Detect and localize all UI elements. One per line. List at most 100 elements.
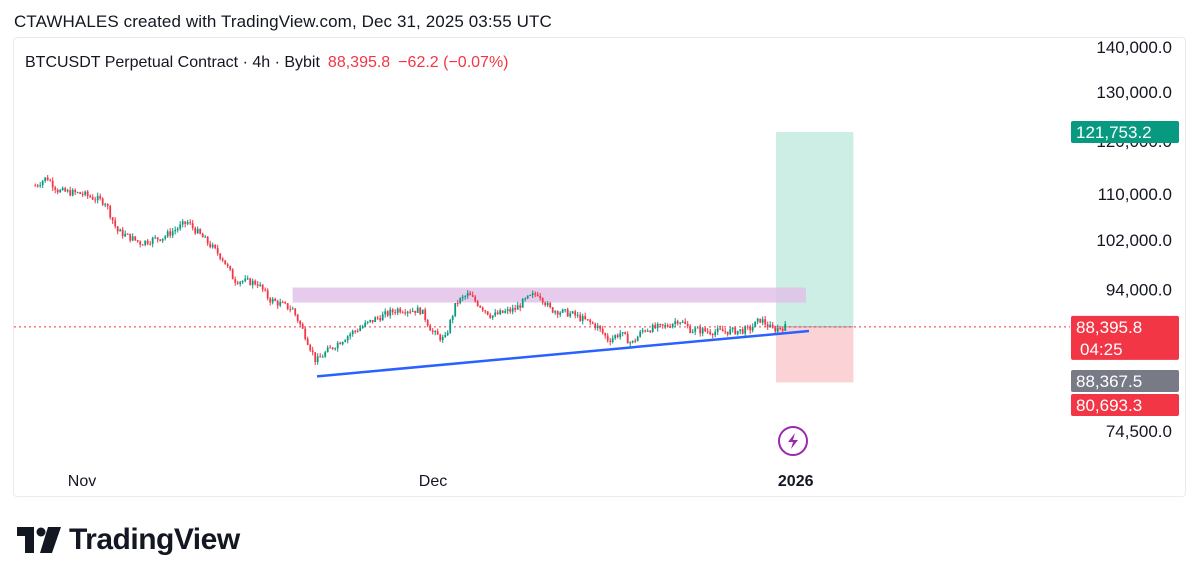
- candle-body: [596, 325, 599, 329]
- countdown-label: 04:25: [1080, 340, 1123, 359]
- candle-body: [374, 317, 377, 322]
- candle-body: [326, 347, 329, 353]
- price-tag: [1071, 315, 1179, 360]
- candle-body: [141, 244, 144, 246]
- candle-body: [114, 220, 117, 227]
- candle-body: [296, 314, 299, 321]
- candle-body: [691, 331, 694, 333]
- candle-body: [159, 239, 162, 241]
- candle-body: [56, 189, 59, 193]
- candle-body: [169, 231, 172, 236]
- candle-body: [744, 326, 747, 334]
- candle-body: [324, 352, 327, 357]
- candle-body: [134, 236, 137, 241]
- candle-body: [686, 323, 689, 327]
- candle-body: [669, 326, 672, 328]
- candle-body: [479, 305, 482, 308]
- candle-body: [759, 318, 762, 323]
- candle-body: [459, 298, 462, 304]
- candle-body: [696, 327, 699, 329]
- candle-body: [436, 331, 439, 335]
- candle-body: [181, 221, 184, 225]
- candle-body: [351, 330, 354, 335]
- candle-body: [529, 295, 532, 297]
- candle-body: [461, 296, 464, 299]
- price-axis-tick: 102,000.0: [1096, 231, 1172, 250]
- candle-body: [424, 309, 427, 320]
- candle-body: [381, 314, 384, 321]
- candle-body: [471, 295, 474, 297]
- candle-body: [371, 319, 374, 322]
- candle-body: [711, 334, 714, 336]
- price-tag: [1071, 370, 1179, 392]
- candle-body: [564, 309, 567, 311]
- candle-body: [441, 337, 444, 341]
- time-axis-tick: 2026: [778, 473, 814, 490]
- candle-body: [684, 321, 687, 324]
- candle-body: [384, 311, 387, 315]
- candle-body: [659, 323, 662, 325]
- candle-body: [346, 336, 349, 341]
- candle-body: [144, 240, 147, 245]
- candle-body: [439, 334, 442, 341]
- candle-body: [89, 195, 92, 198]
- candle-body: [534, 293, 537, 295]
- price-tag-label: 88,395.8: [1076, 318, 1142, 337]
- candle-body: [681, 321, 684, 323]
- candle-body: [426, 319, 429, 326]
- candle-body: [231, 269, 234, 280]
- chart-frame[interactable]: [13, 37, 1186, 497]
- candle-body: [96, 195, 99, 201]
- candle-body: [194, 227, 197, 234]
- candle-body: [224, 260, 227, 265]
- candle-body: [776, 328, 779, 332]
- candle-body: [749, 326, 752, 331]
- candle-body: [136, 240, 139, 242]
- candle-body: [334, 348, 337, 350]
- price-change: −62.2 (−0.07%): [398, 54, 509, 71]
- candle-body: [161, 238, 164, 241]
- candle-body: [286, 303, 289, 309]
- candle-body: [766, 324, 769, 328]
- candle-body: [219, 253, 222, 259]
- candle-body: [551, 307, 554, 313]
- price-tags: 121,753.2 88,395.8 04:25 88,367.5 80,693.3: [1071, 121, 1179, 416]
- candle-body: [39, 185, 42, 187]
- candle-body: [521, 299, 524, 308]
- candle-body: [624, 332, 627, 335]
- candle-body: [579, 314, 582, 321]
- candle-body: [124, 233, 127, 237]
- candle-body: [166, 231, 169, 237]
- time-axis-tick: Nov: [68, 473, 96, 490]
- candle-body: [641, 330, 644, 332]
- candle-body: [656, 323, 659, 329]
- candle-body: [699, 327, 702, 334]
- candle-body: [251, 280, 254, 286]
- candle-body: [244, 278, 247, 282]
- candle-body: [604, 333, 607, 336]
- time-axis-tick: Dec: [419, 473, 447, 490]
- candle-body: [316, 356, 319, 363]
- candle-body: [259, 284, 262, 286]
- candle-body: [569, 313, 572, 317]
- candle-body: [329, 347, 332, 349]
- candle-body: [79, 192, 82, 194]
- candle-body: [199, 228, 202, 234]
- candle-body: [151, 237, 154, 244]
- candle-body: [474, 296, 477, 302]
- last-price: 88,395.8: [327, 54, 391, 71]
- resistance-zone: [292, 287, 807, 303]
- candle-body: [69, 190, 72, 196]
- candle-body: [541, 298, 544, 303]
- candle-body: [179, 224, 182, 229]
- candle-body: [226, 264, 229, 266]
- candle-body: [404, 312, 407, 314]
- candle-body: [626, 334, 629, 344]
- candle-body: [61, 187, 64, 190]
- candle-body: [319, 356, 322, 358]
- candle-body: [276, 301, 279, 306]
- candle-body: [361, 326, 364, 328]
- candle-body: [714, 331, 717, 336]
- candle-body: [594, 323, 597, 329]
